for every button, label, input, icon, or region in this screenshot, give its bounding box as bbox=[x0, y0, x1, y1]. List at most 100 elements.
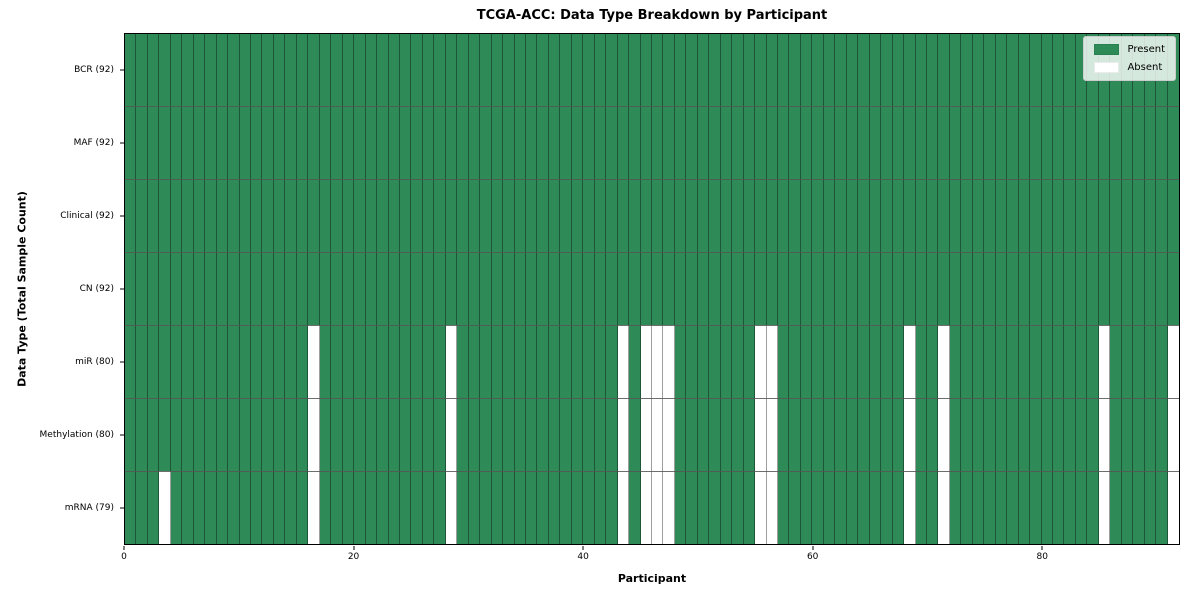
heatmap-cell bbox=[296, 106, 309, 180]
y-tick-label: Clinical (92) bbox=[60, 210, 114, 221]
y-axis: BCR (92) MAF (92) Clinical (92) CN (92) miR … bbox=[0, 33, 124, 545]
heatmap-cell bbox=[354, 179, 366, 253]
heatmap-cell bbox=[354, 34, 366, 107]
heatmap-cell bbox=[457, 398, 469, 472]
heatmap-cell bbox=[709, 106, 721, 180]
heatmap-cell bbox=[136, 398, 148, 472]
heatmap-cell bbox=[411, 398, 423, 472]
heatmap-cell bbox=[938, 106, 950, 180]
heatmap-cell bbox=[514, 106, 526, 180]
heatmap-cell bbox=[342, 325, 355, 399]
heatmap-cell bbox=[755, 106, 767, 180]
heatmap-cell bbox=[697, 325, 710, 399]
heatmap-cell bbox=[823, 252, 836, 326]
heatmap-cell bbox=[606, 106, 618, 180]
heatmap-cell bbox=[984, 179, 996, 253]
heatmap-cell bbox=[1007, 252, 1019, 326]
heatmap-cell bbox=[399, 106, 412, 180]
heatmap-cell bbox=[170, 179, 183, 253]
heatmap-cell bbox=[296, 325, 309, 399]
heatmap-cell bbox=[686, 325, 698, 399]
heatmap-cell bbox=[686, 252, 698, 326]
heatmap-cell bbox=[869, 398, 882, 472]
heatmap-cell bbox=[1030, 252, 1042, 326]
heatmap-cell bbox=[537, 325, 549, 399]
heatmap-cell bbox=[961, 34, 973, 107]
heatmap-cell bbox=[594, 471, 607, 544]
heatmap-cell bbox=[938, 471, 950, 544]
heatmap-cell bbox=[858, 252, 870, 326]
heatmap-cell bbox=[789, 34, 801, 107]
heatmap-cell bbox=[193, 106, 206, 180]
heatmap-cell bbox=[743, 471, 756, 544]
heatmap-cell bbox=[331, 106, 343, 180]
heatmap-cell bbox=[342, 252, 355, 326]
heatmap-cell bbox=[319, 471, 332, 544]
heatmap-cell bbox=[216, 325, 229, 399]
heatmap-cell bbox=[468, 325, 481, 399]
heatmap-cell bbox=[674, 106, 687, 180]
heatmap-cell bbox=[697, 398, 710, 472]
heatmap-cell bbox=[629, 325, 641, 399]
heatmap-cell bbox=[766, 106, 779, 180]
heatmap-cell bbox=[652, 179, 664, 253]
x-tick-mark bbox=[123, 546, 125, 550]
heatmap-cell bbox=[1052, 398, 1065, 472]
heatmap-cell bbox=[606, 471, 618, 544]
heatmap-cell bbox=[468, 179, 481, 253]
heatmap-cell bbox=[399, 34, 412, 107]
heatmap-cell bbox=[399, 179, 412, 253]
heatmap-cell bbox=[525, 398, 538, 472]
heatmap-cell bbox=[1018, 325, 1031, 399]
heatmap-cell bbox=[594, 398, 607, 472]
heatmap-cell bbox=[434, 325, 446, 399]
heatmap-cell bbox=[766, 252, 779, 326]
heatmap-cell bbox=[170, 106, 183, 180]
heatmap-cell bbox=[812, 471, 824, 544]
heatmap-cell bbox=[835, 325, 847, 399]
heatmap-cell bbox=[697, 471, 710, 544]
heatmap-cell bbox=[548, 325, 561, 399]
heatmap-cell bbox=[1098, 252, 1111, 326]
heatmap-cell bbox=[709, 252, 721, 326]
heatmap-cell bbox=[583, 471, 595, 544]
heatmap-cell bbox=[1167, 398, 1179, 472]
heatmap-cell bbox=[709, 34, 721, 107]
heatmap-cell bbox=[308, 398, 320, 472]
heatmap-cell bbox=[766, 398, 779, 472]
heatmap-cell bbox=[1018, 34, 1031, 107]
heatmap-cell bbox=[629, 179, 641, 253]
heatmap-cell bbox=[354, 106, 366, 180]
heatmap-cell bbox=[170, 325, 183, 399]
heatmap-cell bbox=[388, 106, 400, 180]
heatmap-cell bbox=[514, 252, 526, 326]
heatmap-cell bbox=[686, 398, 698, 472]
heatmap-cell bbox=[365, 252, 378, 326]
heatmap-cell bbox=[697, 106, 710, 180]
heatmap-cell bbox=[503, 471, 515, 544]
heatmap-cell bbox=[800, 471, 813, 544]
heatmap-cell bbox=[422, 179, 435, 253]
heatmap-cell bbox=[984, 34, 996, 107]
heatmap-cell bbox=[1052, 325, 1065, 399]
heatmap-cell bbox=[835, 34, 847, 107]
heatmap-cell bbox=[926, 106, 939, 180]
heatmap-cell bbox=[846, 106, 859, 180]
heatmap-cell bbox=[159, 325, 171, 399]
heatmap-cell bbox=[629, 471, 641, 544]
heatmap-cell bbox=[583, 398, 595, 472]
heatmap-cell bbox=[216, 106, 229, 180]
heatmap-cell bbox=[354, 252, 366, 326]
heatmap-cell bbox=[663, 471, 675, 544]
heatmap-cell bbox=[892, 106, 905, 180]
heatmap-cell bbox=[159, 179, 171, 253]
heatmap-cell bbox=[915, 471, 927, 544]
heatmap-cell bbox=[606, 398, 618, 472]
heatmap-cell bbox=[949, 398, 962, 472]
heatmap-cell bbox=[377, 471, 389, 544]
heatmap-cell bbox=[1144, 106, 1157, 180]
heatmap-cell bbox=[640, 179, 652, 253]
heatmap-cell bbox=[170, 34, 183, 107]
heatmap-cell bbox=[904, 398, 916, 472]
heatmap-cell bbox=[136, 179, 148, 253]
